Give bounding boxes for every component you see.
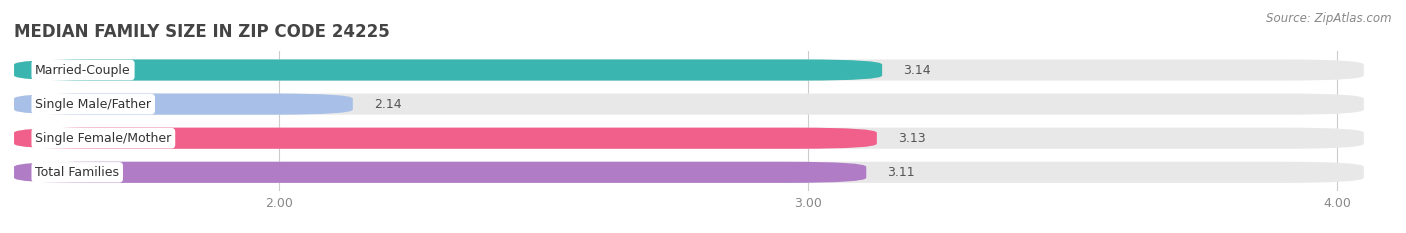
FancyBboxPatch shape — [14, 162, 1364, 183]
FancyBboxPatch shape — [14, 59, 1364, 81]
Text: Single Male/Father: Single Male/Father — [35, 98, 152, 111]
FancyBboxPatch shape — [14, 128, 1364, 149]
Text: 2.14: 2.14 — [374, 98, 402, 111]
Text: 3.14: 3.14 — [903, 64, 931, 76]
Text: MEDIAN FAMILY SIZE IN ZIP CODE 24225: MEDIAN FAMILY SIZE IN ZIP CODE 24225 — [14, 23, 389, 41]
Text: Single Female/Mother: Single Female/Mother — [35, 132, 172, 145]
FancyBboxPatch shape — [14, 93, 1364, 115]
Text: Married-Couple: Married-Couple — [35, 64, 131, 76]
Text: 3.13: 3.13 — [898, 132, 925, 145]
FancyBboxPatch shape — [14, 93, 353, 115]
FancyBboxPatch shape — [14, 59, 882, 81]
FancyBboxPatch shape — [14, 128, 877, 149]
FancyBboxPatch shape — [14, 162, 866, 183]
Text: Source: ZipAtlas.com: Source: ZipAtlas.com — [1267, 12, 1392, 25]
Text: Total Families: Total Families — [35, 166, 120, 179]
Text: 3.11: 3.11 — [887, 166, 915, 179]
